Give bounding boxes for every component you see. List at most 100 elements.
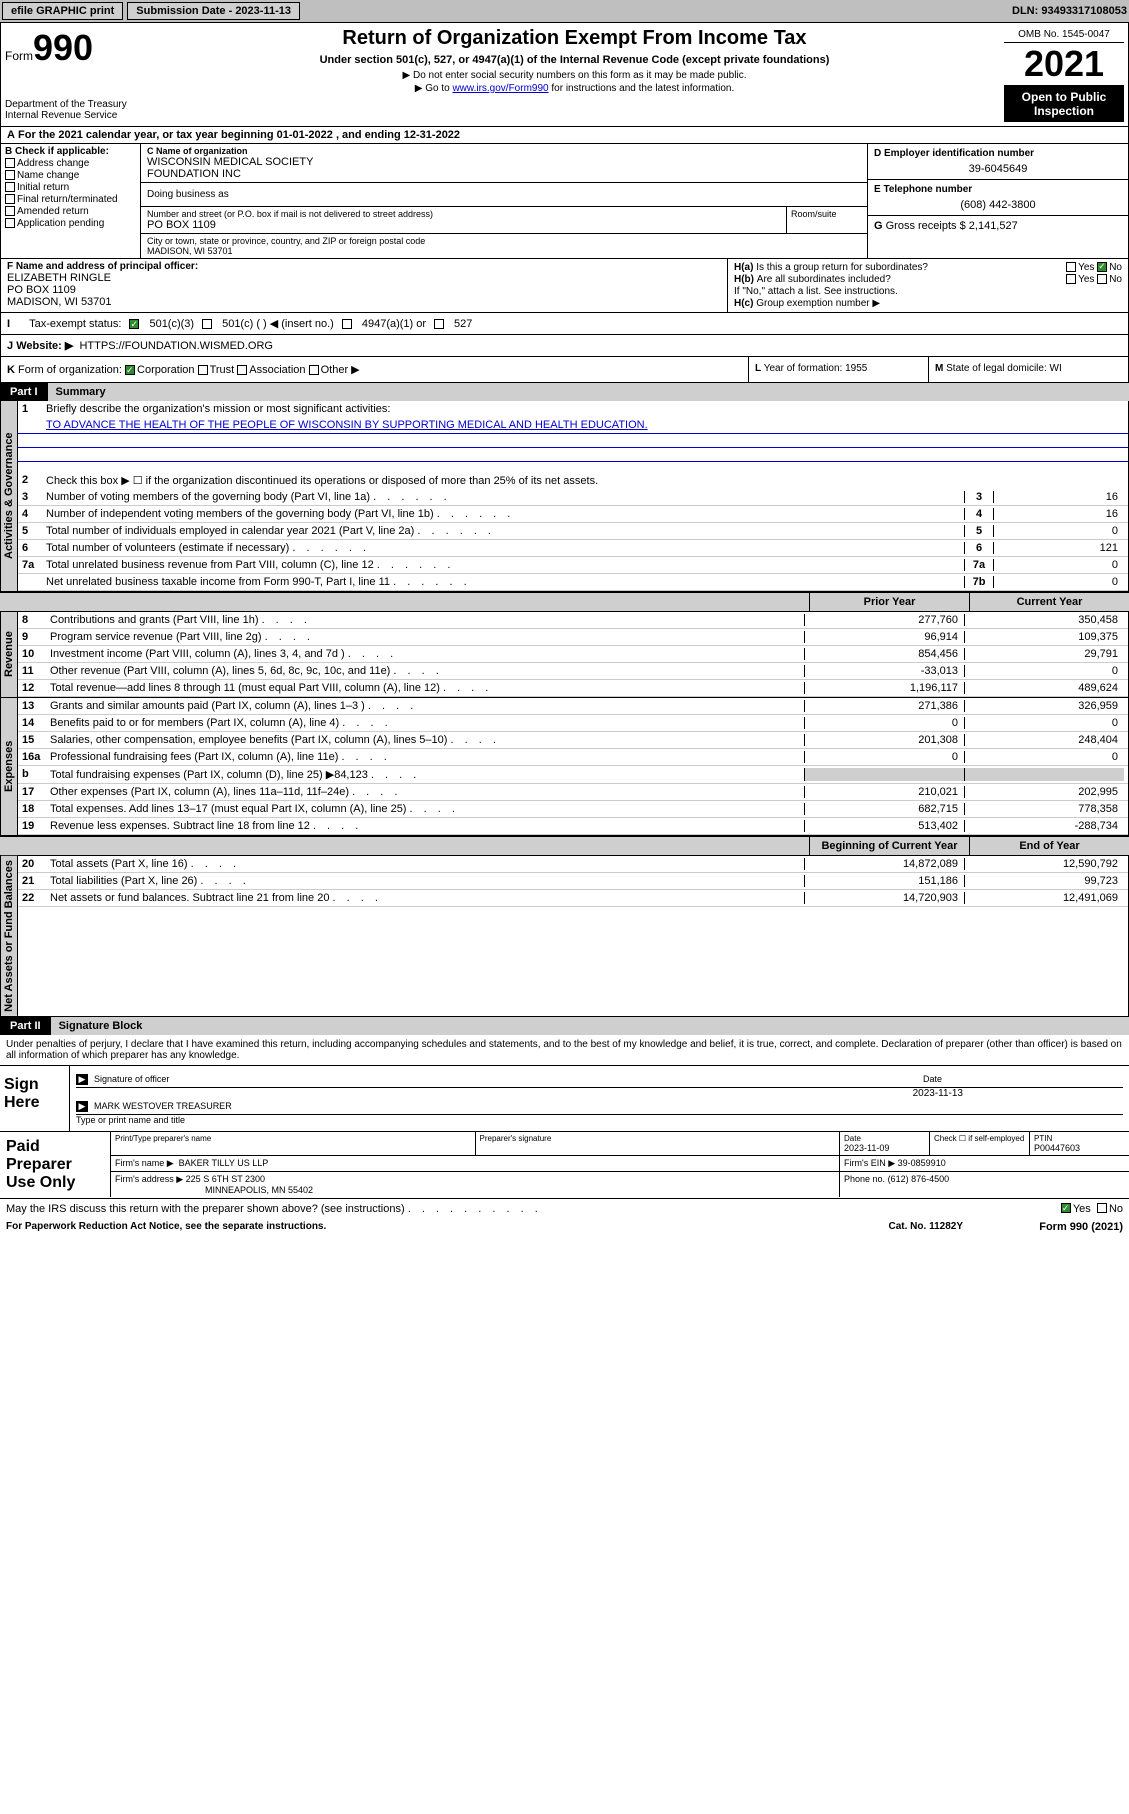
- summary-row: 6Total number of volunteers (estimate if…: [18, 540, 1128, 557]
- cb-name-change[interactable]: [5, 170, 15, 180]
- block-fgh: F Name and address of principal officer:…: [0, 259, 1129, 313]
- street-address: PO BOX 1109: [147, 219, 780, 231]
- form-number: 990: [33, 27, 93, 68]
- omb-number: OMB No. 1545-0047: [1004, 27, 1124, 43]
- summary-row: 4Number of independent voting members of…: [18, 506, 1128, 523]
- signature-note: Under penalties of perjury, I declare th…: [0, 1035, 1129, 1065]
- top-bar: efile GRAPHIC print Submission Date - 20…: [0, 0, 1129, 22]
- summary-row: 10Investment income (Part VIII, column (…: [18, 646, 1128, 663]
- firm-addr1: 225 S 6TH ST 2300: [186, 1174, 265, 1184]
- col-header-prior-current: Prior Year Current Year: [0, 592, 1129, 612]
- section-h: H(a) Is this a group return for subordin…: [728, 259, 1128, 312]
- officer-addr2: MADISON, WI 53701: [7, 296, 721, 308]
- summary-row: bTotal fundraising expenses (Part IX, co…: [18, 766, 1128, 784]
- summary-row: 9Program service revenue (Part VIII, lin…: [18, 629, 1128, 646]
- discuss-row: May the IRS discuss this return with the…: [0, 1199, 1129, 1219]
- paid-preparer-label: Paid Preparer Use Only: [0, 1132, 110, 1198]
- mission-text: TO ADVANCE THE HEALTH OF THE PEOPLE OF W…: [46, 419, 1124, 431]
- form-header: Form990 Department of the Treasury Inter…: [0, 22, 1129, 127]
- cb-hb-yes[interactable]: [1066, 274, 1076, 284]
- gross-receipts: 2,141,527: [969, 220, 1018, 232]
- tab-activities: Activities & Governance: [1, 401, 18, 591]
- website-value: HTTPS://FOUNDATION.WISMED.ORG: [79, 340, 273, 352]
- firm-ein: 39-0859910: [898, 1158, 946, 1168]
- cb-trust[interactable]: [198, 365, 208, 375]
- summary-expenses: Expenses 13Grants and similar amounts pa…: [0, 698, 1129, 836]
- summary-row: 17Other expenses (Part IX, column (A), l…: [18, 784, 1128, 801]
- summary-row: 18Total expenses. Add lines 13–17 (must …: [18, 801, 1128, 818]
- submission-date-button[interactable]: Submission Date - 2023-11-13: [127, 2, 300, 20]
- cb-4947[interactable]: [342, 319, 352, 329]
- summary-row: 15Salaries, other compensation, employee…: [18, 732, 1128, 749]
- cb-application-pending[interactable]: [5, 218, 15, 228]
- summary-row: 12Total revenue—add lines 8 through 11 (…: [18, 680, 1128, 697]
- ein-value: 39-6045649: [874, 163, 1122, 175]
- cb-corp[interactable]: [125, 365, 135, 375]
- room-suite-label: Room/suite: [787, 207, 867, 234]
- cb-hb-no[interactable]: [1097, 274, 1107, 284]
- cb-other[interactable]: [309, 365, 319, 375]
- firm-addr2: MINNEAPOLIS, MN 55402: [205, 1185, 313, 1195]
- sig-date: 2023-11-13: [76, 1088, 1123, 1099]
- summary-row: 20Total assets (Part X, line 16) . . . .…: [18, 856, 1128, 873]
- dba-label: Doing business as: [141, 183, 867, 207]
- cat-number: Cat. No. 11282Y: [889, 1221, 963, 1233]
- summary-row: 19Revenue less expenses. Subtract line 1…: [18, 818, 1128, 835]
- tab-expenses: Expenses: [1, 698, 18, 835]
- form990-link[interactable]: www.irs.gov/Form990: [452, 83, 548, 94]
- section-b: B Check if applicable: Address change Na…: [1, 144, 141, 258]
- tax-year: 2021: [1004, 43, 1124, 86]
- cb-amended[interactable]: [5, 206, 15, 216]
- state-domicile: WI: [1050, 363, 1062, 374]
- ptin: P00447603: [1034, 1143, 1125, 1153]
- paperwork-notice: For Paperwork Reduction Act Notice, see …: [6, 1221, 889, 1233]
- section-f: F Name and address of principal officer:…: [1, 259, 728, 312]
- irs-label: Internal Revenue Service: [5, 110, 145, 121]
- cb-discuss-yes[interactable]: [1061, 1203, 1071, 1213]
- cb-501c3[interactable]: [129, 319, 139, 329]
- org-name-1: WISCONSIN MEDICAL SOCIETY: [147, 156, 861, 168]
- open-public-badge: Open to Public Inspection: [1004, 86, 1124, 122]
- note-goto: Go to www.irs.gov/Form990 for instructio…: [145, 83, 1004, 94]
- begin-year-header: Beginning of Current Year: [809, 837, 969, 855]
- cb-501c[interactable]: [202, 319, 212, 329]
- officer-name: ELIZABETH RINGLE: [7, 272, 721, 284]
- cb-assoc[interactable]: [237, 365, 247, 375]
- firm-name: BAKER TILLY US LLP: [179, 1158, 269, 1168]
- prior-year-header: Prior Year: [809, 593, 969, 611]
- cb-address-change[interactable]: [5, 158, 15, 168]
- sign-here-block: Sign Here ▶Signature of officerDate 2023…: [0, 1065, 1129, 1131]
- summary-revenue: Revenue 8Contributions and grants (Part …: [0, 612, 1129, 698]
- section-c: C Name of organization WISCONSIN MEDICAL…: [141, 144, 868, 258]
- cb-ha-no[interactable]: [1097, 262, 1107, 272]
- officer-signature-name: MARK WESTOVER TREASURER: [94, 1101, 232, 1112]
- section-de: D Employer identification number 39-6045…: [868, 144, 1128, 258]
- form-title: Return of Organization Exempt From Incom…: [145, 27, 1004, 50]
- part2-header: Part II Signature Block: [0, 1017, 1129, 1035]
- phone-value: (608) 442-3800: [874, 199, 1122, 211]
- summary-row: 22Net assets or fund balances. Subtract …: [18, 890, 1128, 907]
- row-klm: K Form of organization: Corporation Trus…: [0, 357, 1129, 383]
- summary-row: 21Total liabilities (Part X, line 26) . …: [18, 873, 1128, 890]
- form-label: Form: [5, 49, 33, 63]
- summary-row: 3Number of voting members of the governi…: [18, 489, 1128, 506]
- efile-button[interactable]: efile GRAPHIC print: [2, 2, 123, 20]
- summary-row: 5Total number of individuals employed in…: [18, 523, 1128, 540]
- cb-final-return[interactable]: [5, 194, 15, 204]
- cb-527[interactable]: [434, 319, 444, 329]
- end-year-header: End of Year: [969, 837, 1129, 855]
- summary-row: Net unrelated business taxable income fr…: [18, 574, 1128, 591]
- org-name-2: FOUNDATION INC: [147, 168, 861, 180]
- block-bcde: B Check if applicable: Address change Na…: [0, 144, 1129, 259]
- page-footer: For Paperwork Reduction Act Notice, see …: [0, 1219, 1129, 1235]
- form-ref: Form 990 (2021): [963, 1221, 1123, 1233]
- summary-row: 16aProfessional fundraising fees (Part I…: [18, 749, 1128, 766]
- sign-here-label: Sign Here: [0, 1066, 70, 1131]
- cb-discuss-no[interactable]: [1097, 1203, 1107, 1213]
- row-i: I Tax-exempt status: 501(c)(3) 501(c) ( …: [0, 313, 1129, 335]
- cb-initial-return[interactable]: [5, 182, 15, 192]
- form-subtitle: Under section 501(c), 527, or 4947(a)(1)…: [145, 54, 1004, 66]
- summary-activities: Activities & Governance 1Briefly describ…: [0, 401, 1129, 592]
- paid-preparer-block: Paid Preparer Use Only Print/Type prepar…: [0, 1131, 1129, 1199]
- cb-ha-yes[interactable]: [1066, 262, 1076, 272]
